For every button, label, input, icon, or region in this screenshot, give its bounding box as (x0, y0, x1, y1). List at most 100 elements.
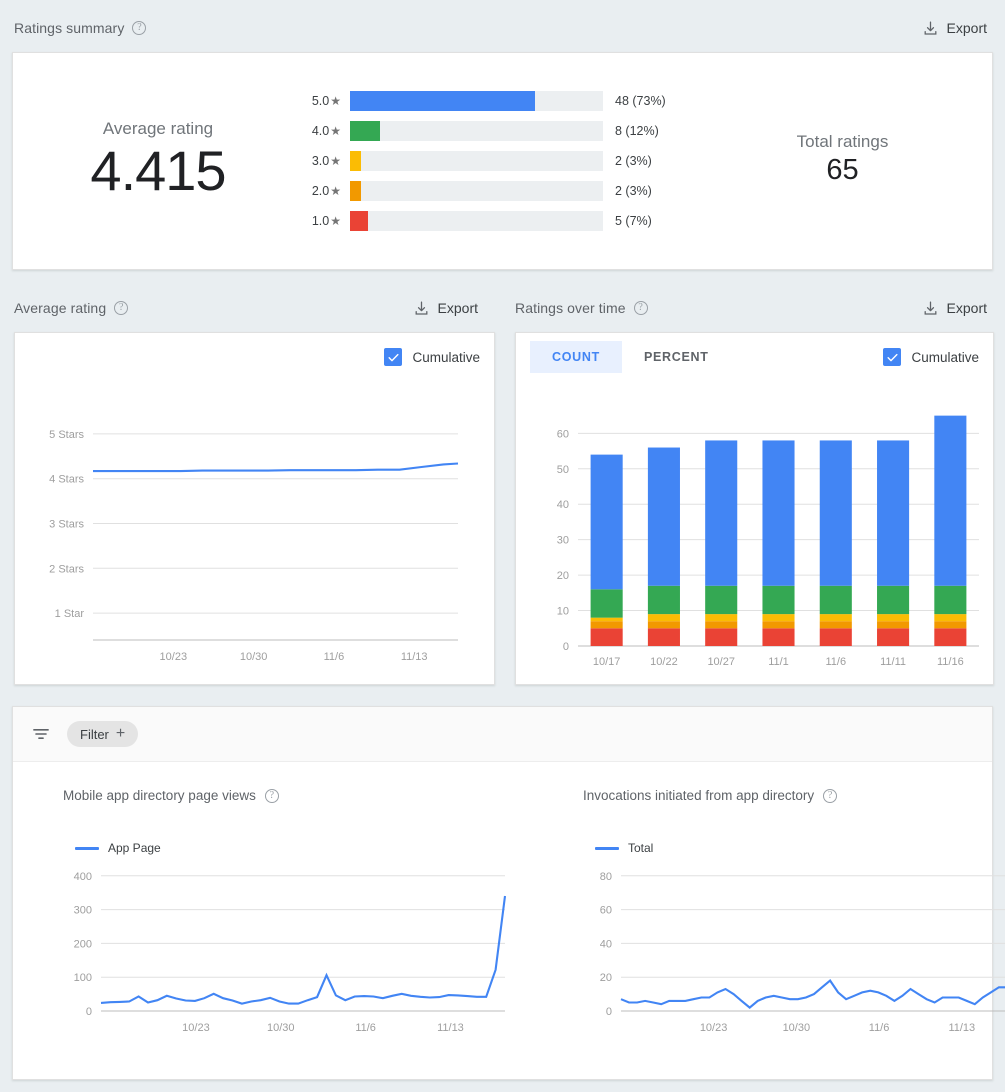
app-directory-metrics-card: Filter + Mobile app directory page views… (12, 706, 1005, 1080)
rating-bar-track (350, 211, 603, 231)
svg-text:40: 40 (600, 938, 612, 950)
export-average-rating-button[interactable]: Export (409, 297, 482, 320)
svg-text:60: 60 (557, 428, 569, 440)
checkbox-checked-icon[interactable] (384, 348, 403, 366)
series-average-rating (93, 462, 459, 473)
invocations-title: Invocations initiated from app directory (583, 788, 815, 803)
filter-list-icon[interactable] (31, 724, 51, 744)
rating-bar-fill (350, 121, 381, 141)
bar-segment (590, 454, 623, 590)
ratings-over-time-title-wrap: Ratings over time ? (515, 300, 648, 316)
rating-count-label: 2 (3%) (615, 184, 652, 198)
bar-segment (819, 585, 852, 615)
average-rating-header: Average rating ? Export (0, 290, 496, 326)
add-filter-chip[interactable]: Filter + (67, 721, 139, 747)
rating-bar-track (350, 91, 603, 111)
average-rating-line-svg: 5 Stars 4 Stars 3 Stars 2 Stars 1 Star 10/23 1… (49, 429, 459, 663)
svg-text:11/13: 11/13 (437, 1022, 464, 1034)
svg-text:10/17: 10/17 (593, 656, 621, 668)
svg-text:100: 100 (74, 972, 92, 984)
svg-text:50: 50 (557, 464, 569, 476)
bar-segment (590, 621, 623, 629)
rating-bar-track (350, 121, 603, 141)
bar-segment (877, 440, 910, 586)
star-icon: ★ (330, 184, 341, 198)
cumulative-toggle-average-rating[interactable]: Cumulative (384, 348, 480, 366)
svg-text:10/30: 10/30 (783, 1022, 811, 1034)
svg-text:10/23: 10/23 (160, 651, 188, 663)
bar-segment (762, 585, 795, 615)
svg-text:0: 0 (563, 641, 569, 653)
invocations-legend: Total (595, 841, 1005, 855)
export-ratings-over-time-button[interactable]: Export (918, 297, 991, 320)
bar-segment (705, 614, 738, 622)
star-icon: ★ (330, 94, 341, 108)
average-rating-value: 4.415 (90, 138, 226, 202)
rating-count-label: 2 (3%) (615, 154, 652, 168)
bar-segment (934, 585, 967, 615)
svg-text:10/23: 10/23 (700, 1022, 728, 1034)
average-rating-label: Average rating (102, 118, 214, 138)
total-ratings-label: Total ratings (796, 132, 889, 152)
svg-text:11/6: 11/6 (869, 1022, 890, 1034)
svg-text:0: 0 (606, 1006, 612, 1018)
svg-text:5 Stars: 5 Stars (49, 429, 84, 441)
rating-star-label: 4.0★ (311, 124, 341, 138)
bar-segment (647, 614, 680, 622)
help-circle-icon[interactable]: ? (132, 21, 147, 35)
bar-segment (762, 628, 795, 646)
export-label: Export (437, 300, 478, 316)
rating-bar-track (350, 181, 603, 201)
help-circle-icon[interactable]: ? (114, 301, 129, 315)
invocations-header: Invocations initiated from app directory… (583, 788, 1005, 803)
rating-bar-fill (350, 181, 361, 201)
rating-bar-track (350, 151, 603, 171)
legend-label: Total (628, 841, 654, 855)
help-circle-icon[interactable]: ? (264, 788, 279, 803)
svg-text:10: 10 (557, 606, 569, 618)
page-views-header: Mobile app directory page views ? (63, 788, 533, 803)
svg-text:11/6: 11/6 (355, 1022, 376, 1034)
svg-text:20: 20 (600, 972, 612, 984)
bar-segment (705, 585, 738, 615)
svg-text:400: 400 (74, 871, 92, 883)
svg-text:11/13: 11/13 (948, 1022, 975, 1034)
export-ratings-summary-button[interactable]: Export (918, 17, 991, 40)
bar-segment (590, 617, 623, 622)
ratings-over-time-header: Ratings over time ? Export (501, 290, 1005, 326)
cumulative-toggle-ratings-over-time[interactable]: Cumulative (883, 348, 979, 366)
svg-text:10/22: 10/22 (650, 656, 678, 668)
bar-segment (647, 628, 680, 646)
checkbox-checked-icon[interactable] (883, 348, 902, 366)
series-app-page (100, 895, 507, 1005)
plus-icon: + (115, 725, 126, 742)
rating-distribution-row: 5.0★ 48 (73%) (303, 86, 693, 116)
ratings-over-time-section-title: Ratings over time (515, 300, 626, 316)
download-icon (924, 300, 936, 315)
tab-percent[interactable]: PERCENT (643, 350, 709, 364)
rating-star-label: 5.0★ (311, 94, 341, 108)
svg-text:60: 60 (600, 905, 612, 917)
tab-count[interactable]: COUNT (530, 341, 622, 373)
svg-text:10/23: 10/23 (182, 1022, 210, 1034)
cumulative-label: Cumulative (412, 349, 480, 365)
bar-segment (877, 628, 910, 646)
help-circle-icon[interactable]: ? (823, 788, 838, 803)
rating-star-label: 2.0★ (311, 184, 341, 198)
bar-segment (705, 621, 738, 629)
ratings-over-time-svg: 0 10 20 30 40 50 60 10/17 10/22 10/27 11/1 11/6 11/1… (557, 415, 979, 668)
ratings-summary-card: Average rating 4.415 5.0★ 48 (73%) 4.0★ 8 (… (12, 52, 993, 270)
svg-text:80: 80 (600, 871, 612, 883)
average-rating-toolbar: Cumulative (15, 333, 494, 381)
average-rating-chart-card: Cumulative 5 Stars 4 Stars 3 Stars 2 Stars 1… (14, 332, 495, 685)
svg-text:200: 200 (74, 938, 92, 950)
bar-segment (934, 415, 967, 586)
rating-distribution: 5.0★ 48 (73%) 4.0★ 8 (12%) 3.0★ 2 (3%) 2.0★ 2 (… (303, 86, 693, 236)
download-icon (415, 300, 427, 315)
count-percent-tabs: COUNT PERCENT (530, 341, 731, 373)
rating-distribution-row: 1.0★ 5 (7%) (303, 206, 693, 236)
svg-text:11/16: 11/16 (937, 656, 964, 668)
help-circle-icon[interactable]: ? (633, 301, 648, 315)
svg-text:10/30: 10/30 (240, 651, 268, 663)
